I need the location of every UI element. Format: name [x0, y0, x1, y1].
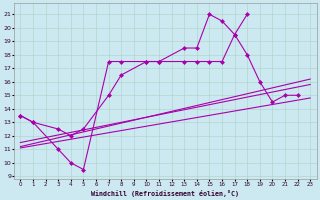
- X-axis label: Windchill (Refroidissement éolien,°C): Windchill (Refroidissement éolien,°C): [91, 190, 239, 197]
